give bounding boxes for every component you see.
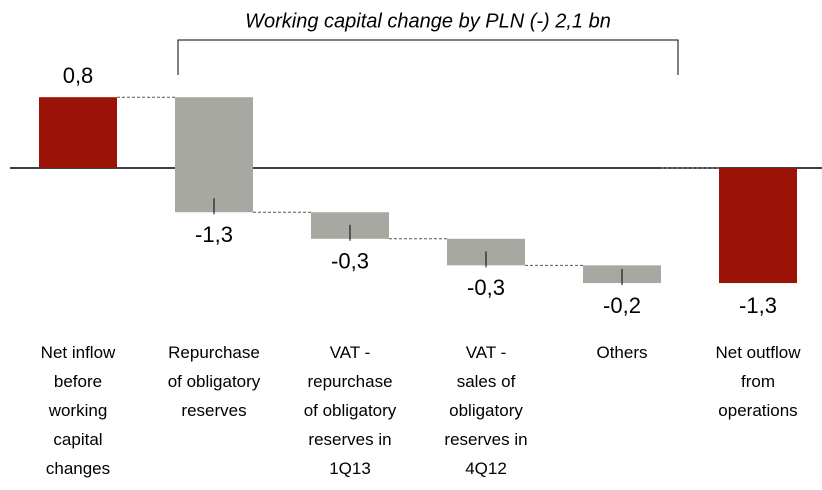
category-label: Repurchase of obligatory reserves xyxy=(167,343,261,420)
bracket xyxy=(177,39,679,75)
value-label: -1,3 xyxy=(739,293,777,318)
category-label: Net inflow before working capital change… xyxy=(40,343,116,478)
category-label: VAT - repurchase of obligatory reserves … xyxy=(303,343,397,478)
value-label: -0,3 xyxy=(467,275,505,300)
category-label: Others xyxy=(596,343,648,362)
bar xyxy=(39,97,117,168)
value-label: -1,3 xyxy=(195,222,233,247)
value-label: -0,3 xyxy=(331,249,369,274)
category-label: Net outflow from operations xyxy=(715,343,801,420)
bar xyxy=(719,168,797,284)
category-label: VAT - sales of obligatory reserves in 4Q… xyxy=(444,343,528,478)
value-label: 0,8 xyxy=(63,63,94,88)
bar xyxy=(175,97,253,213)
annotation: Working capital change by PLN (-) 2,1 bn xyxy=(245,10,611,32)
value-label: -0,2 xyxy=(603,293,641,318)
